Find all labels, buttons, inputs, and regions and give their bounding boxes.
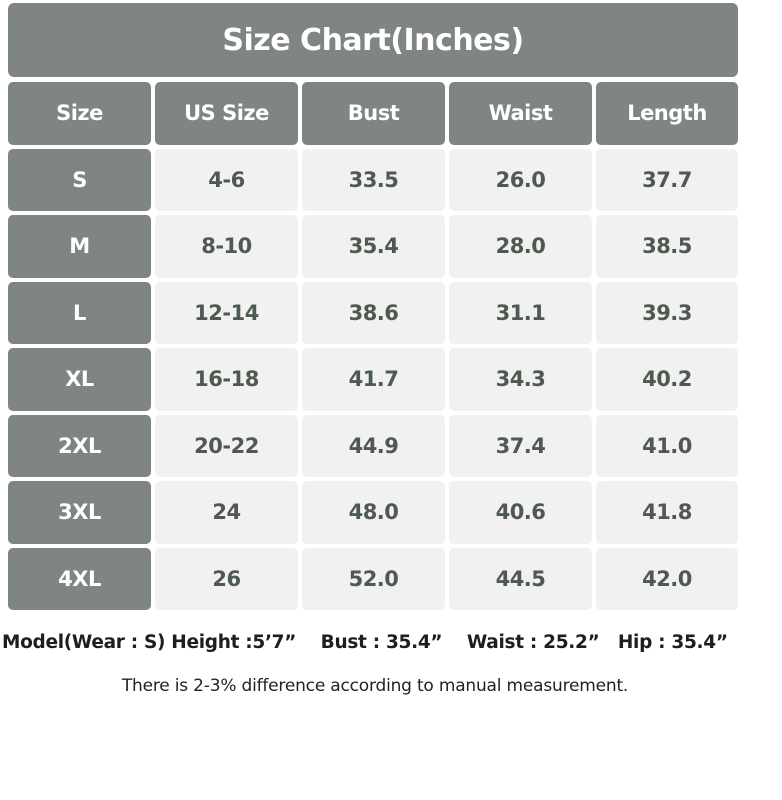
waist-value: 28.0 [449, 215, 592, 278]
size-label: 3XL [8, 481, 151, 544]
waist-value: 40.6 [449, 481, 592, 544]
waist-value: 44.5 [449, 547, 592, 610]
bust-value: 41.7 [302, 348, 445, 411]
us-size-value: 26 [155, 547, 298, 610]
size-label: M [8, 215, 151, 278]
size-label: 4XL [8, 547, 151, 610]
column-header-size: Size [8, 82, 151, 145]
bust-value: 52.0 [302, 547, 445, 610]
bust-value: 48.0 [302, 481, 445, 544]
waist-value: 26.0 [449, 148, 592, 211]
length-value: 42.0 [596, 547, 738, 610]
chart-title: Size Chart(Inches) [8, 3, 738, 77]
us-size-value: 16-18 [155, 348, 298, 411]
bust-value: 33.5 [302, 148, 445, 211]
length-value: 40.2 [596, 348, 738, 411]
length-value: 37.7 [596, 148, 738, 211]
column-header-bust: Bust [302, 82, 445, 145]
length-value: 41.0 [596, 414, 738, 477]
size-label: L [8, 281, 151, 344]
us-size-value: 20-22 [155, 414, 298, 477]
model-measurements: Model(Wear : S) Height :5’7” Bust : 35.4… [2, 632, 728, 653]
measurement-note: There is 2-3% difference according to ma… [121, 676, 629, 696]
us-size-value: 12-14 [155, 281, 298, 344]
us-size-value: 8-10 [155, 215, 298, 278]
bust-value: 35.4 [302, 215, 445, 278]
bust-value: 44.9 [302, 414, 445, 477]
us-size-value: 4-6 [155, 148, 298, 211]
length-value: 41.8 [596, 481, 738, 544]
length-value: 38.5 [596, 215, 738, 278]
size-label: S [8, 148, 151, 211]
column-header-us-size: US Size [155, 82, 298, 145]
waist-value: 31.1 [449, 281, 592, 344]
size-label: 2XL [8, 414, 151, 477]
size-label: XL [8, 348, 151, 411]
size-table: Size US Size Bust Waist Length S 4-6 33.… [8, 82, 738, 610]
waist-value: 34.3 [449, 348, 592, 411]
column-header-length: Length [596, 82, 738, 145]
bust-value: 38.6 [302, 281, 445, 344]
waist-value: 37.4 [449, 414, 592, 477]
column-header-waist: Waist [449, 82, 592, 145]
length-value: 39.3 [596, 281, 738, 344]
us-size-value: 24 [155, 481, 298, 544]
